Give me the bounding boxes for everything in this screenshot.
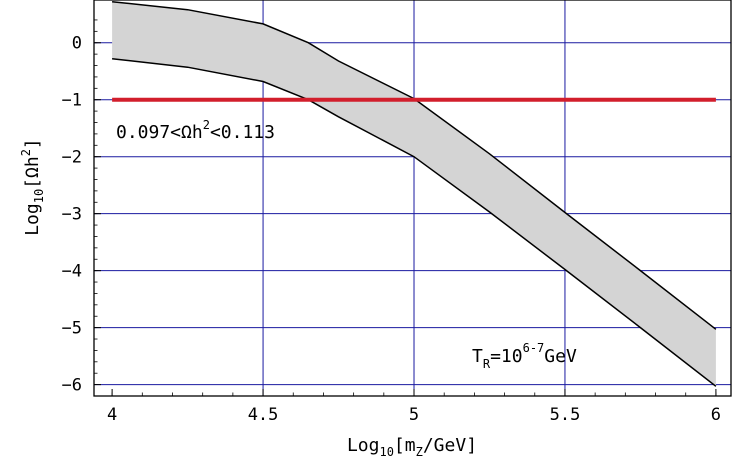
- relic-density-label: 0.097<Ωh2<0.113: [116, 118, 275, 143]
- omega-band: [112, 1, 716, 387]
- y-tick-label: −1: [62, 91, 82, 111]
- x-axis-title: Log10[mZ/GeV]: [347, 435, 477, 459]
- y-axis-title: Log10[Ωh2]: [19, 138, 46, 236]
- y-tick-label: 0: [72, 34, 82, 54]
- y-tick-label: −4: [62, 262, 82, 282]
- ticks: 4 4.5 5 5.5 6 0 −1 −2 −3 −4 −5 −6: [62, 19, 721, 425]
- x-tick-label: 6: [711, 405, 721, 425]
- y-tick-label: −2: [62, 148, 82, 168]
- plot-frame: [93, 0, 732, 397]
- x-tick-label: 5: [409, 405, 419, 425]
- band-upper-curve: [112, 0, 717, 330]
- band-lower-curve: [112, 57, 717, 387]
- y-tick-label: −3: [62, 205, 82, 225]
- reheating-temperature-label: TR=106-7GeV: [472, 341, 577, 371]
- x-tick-label: 4: [107, 405, 117, 425]
- x-tick-label: 5.5: [550, 405, 581, 425]
- x-tick-label: 4.5: [248, 405, 279, 425]
- y-tick-label: −5: [62, 319, 82, 339]
- y-tick-label: −6: [62, 376, 82, 396]
